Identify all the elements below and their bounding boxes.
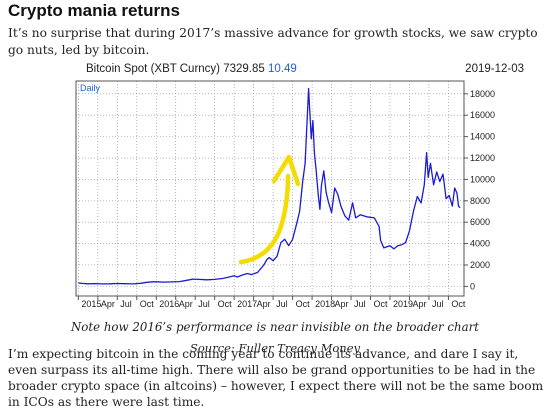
y-tick-label: 14000	[470, 132, 495, 142]
x-tick-label: Jul	[198, 299, 210, 309]
y-tick-label: 6000	[470, 217, 490, 227]
period-label: Daily	[80, 83, 101, 93]
x-tick-label: Oct	[451, 299, 466, 309]
y-tick-label: 12000	[470, 153, 495, 163]
x-tick-label: Oct	[140, 299, 155, 309]
y-tick-label: 16000	[470, 110, 495, 120]
chart-date: 2019-12-03	[465, 63, 524, 75]
x-tick-label: Apr	[257, 299, 271, 309]
series	[78, 87, 461, 285]
x-tick-label: 2018	[315, 299, 335, 309]
y-tick-label: 0	[470, 281, 475, 291]
x-tick-label: Oct	[374, 299, 389, 309]
x-tick-label: Jul	[354, 299, 366, 309]
x-tick-label: Apr	[179, 299, 193, 309]
chart-source: Source: Fuller Treacy Money	[189, 341, 360, 355]
x-tick-label: Jul	[276, 299, 288, 309]
x-tick-label: 2016	[159, 299, 179, 309]
x-tick-label: Jul	[120, 299, 132, 309]
instrument-name: Bitcoin Spot (XBT Curncy)	[86, 63, 221, 75]
price-change: 10.49	[268, 63, 297, 75]
x-tick-label: Apr	[101, 299, 115, 309]
price-series-line	[78, 87, 461, 285]
highlight-arrow-head	[271, 154, 301, 187]
annotation	[238, 154, 301, 265]
x-tick-label: 2019	[393, 299, 413, 309]
y-tick-label: 18000	[470, 89, 495, 99]
last-price: 7329.85	[223, 63, 265, 75]
x-tick-label: Apr	[335, 299, 349, 309]
x-tick-label: Oct	[296, 299, 311, 309]
y-tick-label: 4000	[470, 239, 490, 249]
x-tick-label: 2017	[237, 299, 257, 309]
intro-paragraph: It’s no surprise that during 2017’s mass…	[8, 26, 538, 57]
grid	[76, 81, 464, 296]
x-tick-label: 2015	[81, 299, 101, 309]
x-tick-label: Apr	[412, 299, 426, 309]
page-title: Crypto mania returns	[8, 1, 180, 20]
x-tick-label: Oct	[218, 299, 233, 309]
body-paragraph: I’m expecting bitcoin in the coming year…	[8, 347, 544, 409]
chart-header: Bitcoin Spot (XBT Curncy) 7329.85 10.49 …	[86, 63, 524, 79]
x-tick-label: Jul	[432, 299, 444, 309]
plot-frame	[75, 80, 465, 297]
axes: 0 2000 4000 6000 8000 10000 12000 14000 16000 180…	[77, 89, 495, 309]
y-tick-label: 8000	[470, 196, 490, 206]
y-tick-label: 2000	[470, 260, 490, 270]
y-tick-label: 10000	[470, 174, 495, 184]
highlight-arrow-shaft	[238, 173, 291, 265]
chart-note: Note how 2016’s performance is near invi…	[70, 320, 480, 334]
